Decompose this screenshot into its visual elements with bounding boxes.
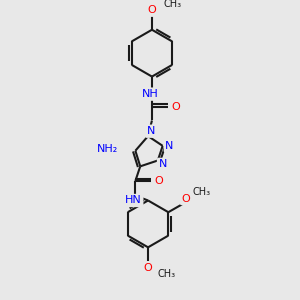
Text: O: O xyxy=(148,5,156,15)
Text: O: O xyxy=(154,176,163,186)
Text: CH₃: CH₃ xyxy=(164,0,182,9)
Text: HN: HN xyxy=(125,196,142,206)
Text: NH: NH xyxy=(142,89,158,99)
Text: O: O xyxy=(182,194,190,203)
Text: NH₂: NH₂ xyxy=(97,144,118,154)
Text: CH₃: CH₃ xyxy=(158,269,176,279)
Text: O: O xyxy=(171,102,180,112)
Text: N: N xyxy=(165,141,174,151)
Text: O: O xyxy=(144,263,152,273)
Text: N: N xyxy=(147,126,155,136)
Text: N: N xyxy=(158,159,167,170)
Text: CH₃: CH₃ xyxy=(193,187,211,197)
